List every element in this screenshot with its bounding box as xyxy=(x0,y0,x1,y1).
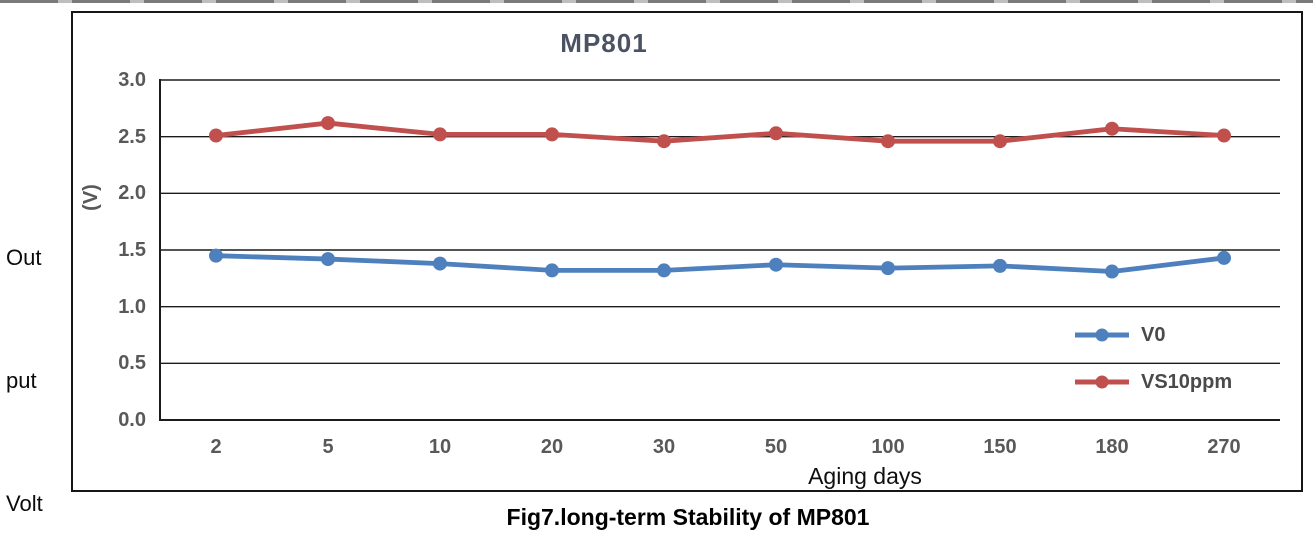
data-point-vs10ppm-50 xyxy=(769,126,783,141)
x-tick-label: 20 xyxy=(540,436,564,458)
legend-line-marker-icon xyxy=(1075,375,1129,389)
y-tick-label: 2.0 xyxy=(118,182,146,205)
chart-frame xyxy=(71,11,1303,492)
outer-y-axis-label: Out put Volt age (V) xyxy=(6,155,43,542)
data-point-v0-5 xyxy=(321,252,335,267)
data-point-vs10ppm-5 xyxy=(321,116,335,131)
x-tick-label: 5 xyxy=(322,436,334,458)
legend-label-vs10ppm: VS10ppm xyxy=(1141,370,1233,393)
series-line-v0 xyxy=(213,253,1227,274)
data-point-v0-20 xyxy=(545,263,559,278)
data-point-v0-270 xyxy=(1217,250,1231,265)
outer-y-axis-label-line: Out xyxy=(6,245,42,270)
data-point-vs10ppm-10 xyxy=(433,127,447,142)
data-point-vs10ppm-150 xyxy=(993,134,1007,149)
y-tick-label: 2.5 xyxy=(118,125,146,148)
data-point-vs10ppm-30 xyxy=(657,134,671,149)
top-edge-artifact xyxy=(0,0,1313,3)
data-point-v0-100 xyxy=(881,261,895,276)
legend-label-v0: V0 xyxy=(1141,323,1166,346)
chart-title: MP801 xyxy=(560,28,648,58)
y-tick-label: 3.0 xyxy=(118,69,146,91)
x-tick-label: 270 xyxy=(1207,436,1241,458)
data-point-v0-30 xyxy=(657,263,671,278)
x-axis-title: Aging days xyxy=(808,463,922,489)
y-tick-label: 1.0 xyxy=(118,295,146,318)
figure-caption: Fig7.long-term Stability of MP801 xyxy=(506,504,870,530)
y-axis-unit-label: (V) xyxy=(79,184,102,211)
x-tick-label: 180 xyxy=(1095,436,1129,458)
data-point-v0-50 xyxy=(769,257,783,272)
y-tick-label: 1.5 xyxy=(118,239,146,261)
x-tick-label: 150 xyxy=(983,436,1017,458)
data-point-v0-150 xyxy=(993,258,1007,273)
data-point-vs10ppm-2 xyxy=(209,128,223,143)
data-point-vs10ppm-270 xyxy=(1217,128,1231,143)
data-point-v0-180 xyxy=(1105,264,1119,279)
data-point-vs10ppm-180 xyxy=(1105,121,1119,136)
data-point-vs10ppm-100 xyxy=(881,134,895,149)
outer-y-axis-label-line: Volt xyxy=(6,491,43,516)
x-tick-label: 10 xyxy=(428,436,452,458)
y-tick-label: 0.0 xyxy=(118,409,146,431)
legend-item-v0: V0 xyxy=(1073,324,1165,346)
x-tick-label: 30 xyxy=(652,436,676,458)
y-tick-label: 0.5 xyxy=(118,352,146,375)
data-point-v0-2 xyxy=(209,248,223,263)
x-tick-label: 2 xyxy=(210,436,222,458)
series-line-vs10ppm xyxy=(213,120,1227,144)
outer-y-axis-label-line: put xyxy=(6,368,37,393)
legend-line-marker-icon xyxy=(1075,328,1129,342)
data-point-v0-10 xyxy=(433,256,447,271)
x-tick-label: 50 xyxy=(764,436,788,458)
x-tick-label: 100 xyxy=(871,436,905,458)
legend-item-vs10ppm: VS10ppm xyxy=(1073,371,1232,393)
data-point-vs10ppm-20 xyxy=(545,127,559,142)
